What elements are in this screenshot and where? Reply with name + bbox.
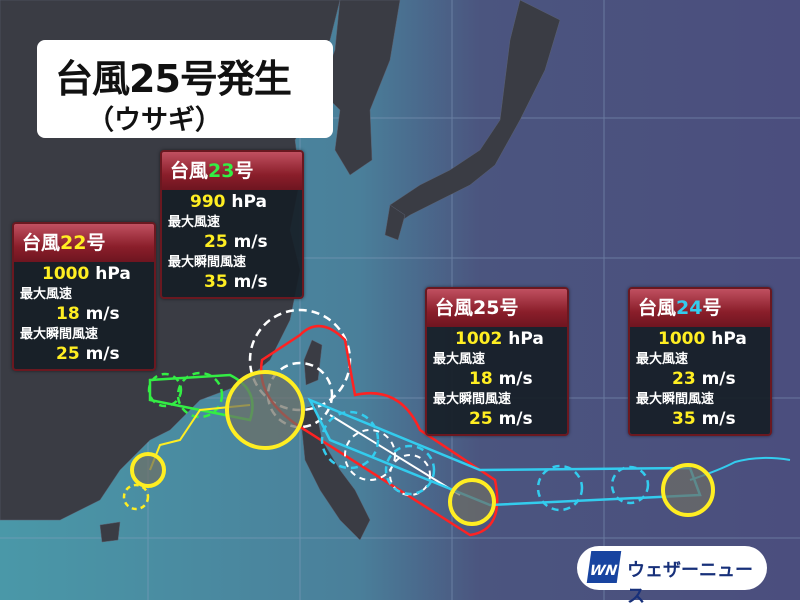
max-gust: 35 m/s [636, 409, 764, 430]
max-wind: 18 m/s [433, 369, 561, 390]
max-wind-value: 23 [672, 369, 696, 389]
max-gust-value: 35 [204, 272, 228, 292]
pressure-value: 990 [190, 192, 226, 212]
max-gust-label: 最大瞬間風速 [433, 392, 512, 407]
max-gust-value: 35 [672, 409, 696, 429]
typhoon-number: 25 [473, 297, 500, 319]
header-suffix: 号 [499, 297, 519, 319]
max-wind-value: 18 [56, 304, 80, 324]
max-gust-label: 最大瞬間風速 [20, 327, 99, 342]
header-prefix: 台風 [435, 297, 474, 319]
info-box-header: 台風25号 [427, 289, 567, 327]
info-box-typhoon-25: 台風25号 1002 hPa 最大風速 18 m/s 最大瞬間風速 25 m/s [425, 287, 569, 436]
pressure-unit: hPa [231, 192, 267, 212]
pressure-value: 1000 [42, 264, 90, 284]
pressure: 1002 hPa [433, 329, 561, 350]
speed-unit: m/s [85, 304, 120, 324]
max-wind: 18 m/s [20, 304, 148, 325]
header-suffix: 号 [86, 232, 106, 254]
speed-unit: m/s [233, 232, 268, 252]
land-hainan [99, 521, 121, 543]
typhoon-number: 22 [60, 232, 87, 254]
weathernews-logo: WN ウェザーニュース [577, 546, 767, 607]
max-gust-value: 25 [56, 344, 80, 364]
storm-circle-25 [448, 478, 496, 526]
storm-circles [122, 370, 715, 526]
max-wind: 23 m/s [636, 369, 764, 390]
max-gust-label: 最大瞬間風速 [636, 392, 715, 407]
pressure: 990 hPa [168, 192, 296, 213]
max-wind-label: 最大風速 [433, 352, 486, 367]
storm-circle-23 [225, 370, 305, 450]
pressure-unit: hPa [95, 264, 131, 284]
max-wind-value: 25 [204, 232, 228, 252]
info-box-header: 台風22号 [14, 224, 154, 262]
info-box-typhoon-22: 台風22号 1000 hPa 最大風速 18 m/s 最大瞬間風速 25 m/s [12, 222, 156, 371]
max-gust: 25 m/s [433, 409, 561, 430]
max-wind-label: 最大風速 [636, 352, 689, 367]
speed-unit: m/s [85, 344, 120, 364]
max-gust-label: 最大瞬間風速 [168, 255, 247, 270]
info-box-typhoon-23: 台風23号 990 hPa 最大風速 25 m/s 最大瞬間風速 35 m/s [160, 150, 304, 299]
logo-mark-icon: WN [586, 551, 622, 583]
page-title: 台風25号発生 [55, 57, 292, 101]
typhoon-number: 24 [676, 297, 703, 319]
speed-unit: m/s [498, 369, 533, 389]
pressure: 1000 hPa [20, 264, 148, 285]
typhoon-number: 23 [208, 160, 235, 182]
info-box-typhoon-24: 台風24号 1000 hPa 最大風速 23 m/s 最大瞬間風速 35 m/s [628, 287, 772, 436]
max-wind-label: 最大風速 [168, 215, 221, 230]
max-gust: 35 m/s [168, 272, 296, 293]
land-taiwan [303, 339, 323, 386]
header-prefix: 台風 [170, 160, 209, 182]
header-prefix: 台風 [22, 232, 61, 254]
typhoon-name: （ウサギ） [87, 105, 222, 136]
speed-unit: m/s [701, 409, 736, 429]
info-box-header: 台風23号 [162, 152, 302, 190]
pressure-value: 1002 [455, 329, 503, 349]
storm-circle-24 [661, 463, 715, 517]
speed-unit: m/s [701, 369, 736, 389]
header-prefix: 台風 [638, 297, 677, 319]
pressure: 1000 hPa [636, 329, 764, 350]
max-wind-value: 18 [469, 369, 493, 389]
pressure-value: 1000 [658, 329, 706, 349]
logo-text: ウェザーニュース [627, 560, 753, 607]
land-kyushu [384, 204, 406, 241]
max-gust: 25 m/s [20, 344, 148, 365]
speed-unit: m/s [498, 409, 533, 429]
header-suffix: 号 [234, 160, 254, 182]
pressure-unit: hPa [711, 329, 747, 349]
max-wind-label: 最大風速 [20, 287, 73, 302]
storm-circle-22 [130, 452, 166, 488]
title-box: 台風25号発生 （ウサギ） [37, 40, 333, 138]
speed-unit: m/s [233, 272, 268, 292]
header-suffix: 号 [702, 297, 722, 319]
max-gust-value: 25 [469, 409, 493, 429]
pressure-unit: hPa [508, 329, 544, 349]
max-wind: 25 m/s [168, 232, 296, 253]
info-box-header: 台風24号 [630, 289, 770, 327]
